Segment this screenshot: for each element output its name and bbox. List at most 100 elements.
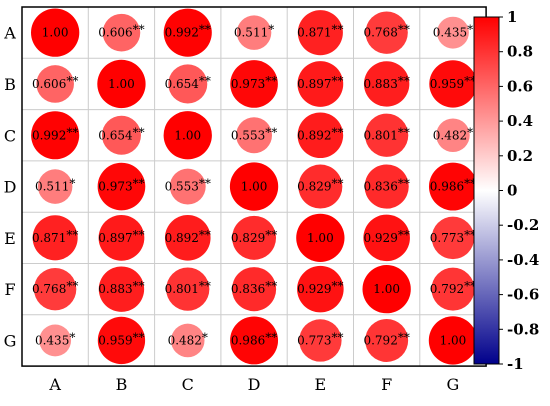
cell-label-D-D: 1.00 xyxy=(241,180,268,194)
cell-label-D-F: 0.836** xyxy=(363,177,409,194)
colorbar-tick-label: 0.2 xyxy=(507,147,533,165)
x-tick-label-F: F xyxy=(381,375,392,394)
significance-mark: ** xyxy=(398,74,410,88)
colorbar: 1 0.8 0.6 0.4 0.2 0 -0.2 -0.4 -0.6 -0.8 -1 xyxy=(473,8,539,373)
cell-label-A-D: 0.511* xyxy=(234,23,274,40)
colorbar-tick-label: 1 xyxy=(507,8,517,26)
significance-mark: ** xyxy=(199,177,211,191)
significance-mark: ** xyxy=(398,23,410,37)
cell-label-G-C: 0.482* xyxy=(168,330,208,347)
colorbar-gradient xyxy=(473,16,500,365)
bubble-F-A xyxy=(33,267,77,311)
cell-label-F-A: 0.768** xyxy=(32,279,78,296)
cell-label-D-G: 0.986** xyxy=(430,177,476,194)
significance-mark: ** xyxy=(332,177,344,191)
significance-mark: ** xyxy=(133,279,145,293)
cell-label-D-A: 0.511* xyxy=(35,177,75,194)
axes: A A B B C C D D E E F F G G xyxy=(3,24,459,394)
y-tick-label-E: E xyxy=(4,229,16,248)
bubble-B-B xyxy=(97,59,146,109)
bubble-F-D xyxy=(231,267,277,312)
cell-label-F-C: 0.801** xyxy=(165,279,211,296)
x-tick-label-G: G xyxy=(447,375,460,394)
y-tick-label-A: A xyxy=(3,24,16,43)
significance-mark: ** xyxy=(66,74,78,88)
cell-label-C-B: 0.654** xyxy=(98,125,144,142)
bubble-C-A xyxy=(31,111,80,160)
cell-label-G-B: 0.959** xyxy=(98,330,144,347)
colorbar-tick-label: -0.4 xyxy=(507,251,539,269)
bubble-E-B xyxy=(98,214,145,261)
significance-mark: ** xyxy=(398,125,410,139)
significance-mark: ** xyxy=(464,177,476,191)
bubble-D-G xyxy=(428,162,477,211)
significance-mark: ** xyxy=(265,228,277,242)
cell-label-B-G: 0.959** xyxy=(430,74,476,91)
cell-label-F-G: 0.792** xyxy=(430,279,476,296)
bubble-F-B xyxy=(98,266,145,312)
significance-mark: ** xyxy=(398,177,410,191)
cell-label-G-G: 1.00 xyxy=(440,333,467,347)
y-tick-label-D: D xyxy=(4,178,17,197)
cell-label-B-B: 1.00 xyxy=(108,77,135,91)
significance-mark: * xyxy=(467,23,473,37)
significance-mark: ** xyxy=(66,228,78,242)
bubble-E-D xyxy=(232,215,277,260)
cell-label-G-F: 0.792** xyxy=(363,330,409,347)
bubble-F-F xyxy=(362,265,411,314)
bubble-G-G xyxy=(428,316,478,365)
bubble-B-F xyxy=(363,61,410,107)
bubble-G-C xyxy=(170,323,205,358)
bubble-C-G xyxy=(436,118,470,153)
significance-mark: ** xyxy=(398,228,410,242)
bubble-A-G xyxy=(437,16,469,49)
significance-mark: ** xyxy=(199,279,211,293)
y-tick-label-F: F xyxy=(4,280,15,299)
bubble-A-D xyxy=(236,15,272,50)
y-tick-label-C: C xyxy=(4,126,16,145)
bubble-E-G xyxy=(431,216,475,260)
significance-mark: * xyxy=(69,330,75,344)
cell-label-A-F: 0.768** xyxy=(363,23,409,40)
y-tick-label-B: B xyxy=(4,75,16,94)
cell-label-E-F: 0.929** xyxy=(363,228,409,245)
significance-mark: ** xyxy=(332,23,344,37)
colorbar-tick-label: 0.4 xyxy=(507,112,533,130)
significance-mark: ** xyxy=(265,279,277,293)
significance-mark: ** xyxy=(133,23,145,37)
bubble-F-C xyxy=(166,267,210,311)
cell-label-C-F: 0.801** xyxy=(363,125,409,142)
bubble-C-C xyxy=(163,111,212,160)
bubble-F-G xyxy=(431,267,475,311)
significance-mark: ** xyxy=(199,23,211,37)
significance-mark: ** xyxy=(332,279,344,293)
cell-label-F-F: 1.00 xyxy=(373,282,400,296)
cell-label-B-C: 0.654** xyxy=(165,74,211,91)
bubble-D-B xyxy=(97,162,146,211)
significance-mark: ** xyxy=(464,279,476,293)
bubble-G-A xyxy=(39,324,72,357)
significance-mark: ** xyxy=(133,125,145,139)
bubble-D-D xyxy=(229,162,279,211)
significance-mark: * xyxy=(467,125,473,139)
significance-mark: ** xyxy=(464,228,476,242)
colorbar-tick-label: 0.6 xyxy=(507,77,533,95)
bubble-F-E xyxy=(297,265,344,313)
cell-label-F-D: 0.836** xyxy=(231,279,277,296)
x-tick-label-D: D xyxy=(248,375,261,394)
bubble-B-C xyxy=(168,64,208,104)
significance-mark: ** xyxy=(332,74,344,88)
cell-label-D-B: 0.973** xyxy=(98,177,144,194)
cell-label-F-E: 0.929** xyxy=(297,279,343,296)
x-tick-label-B: B xyxy=(116,375,128,394)
colorbar-tick-label: -0.2 xyxy=(507,216,539,234)
cell-label-C-C: 1.00 xyxy=(174,128,201,142)
bubble-A-E xyxy=(297,10,343,56)
cell-label-D-E: 0.829** xyxy=(297,177,343,194)
bubble-D-C xyxy=(169,168,206,205)
cell-label-E-B: 0.897** xyxy=(98,228,144,245)
significance-mark: ** xyxy=(332,330,344,344)
significance-mark: ** xyxy=(398,330,410,344)
bubble-E-F xyxy=(363,214,410,262)
